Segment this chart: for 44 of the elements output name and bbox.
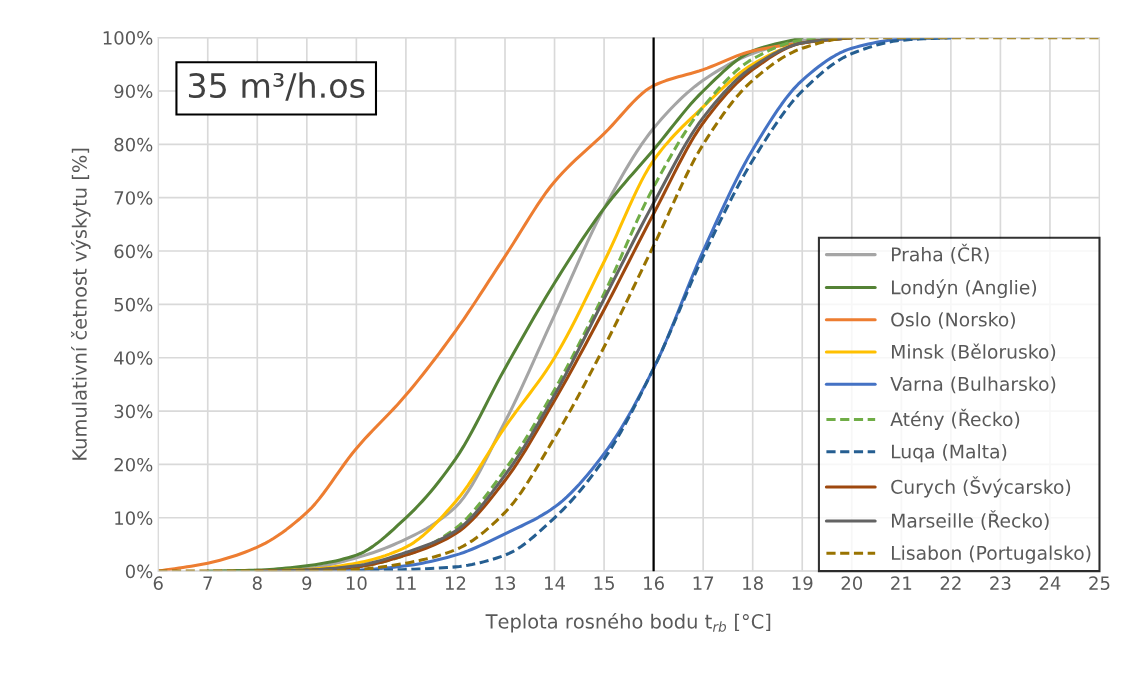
y-tick-label: 70% [114, 191, 153, 205]
x-tick-label: 15 [594, 576, 614, 590]
y-tick-label: 50% [114, 297, 153, 312]
x-axis-title: Teplota rosného bodu t$_{rb}$ [°C] [485, 612, 771, 633]
y-tick-label: 60% [114, 244, 153, 259]
x-tick-label: 8 [252, 576, 262, 590]
x-tick-label: 12 [445, 576, 466, 590]
x-tick-label: 14 [545, 576, 566, 590]
legend-label: Minsk (Bělorusko) [892, 343, 1056, 362]
y-tick-label: 0% [125, 564, 153, 579]
x-tick-label: 16 [644, 576, 664, 590]
legend-label: Varna (Bulharsko) [890, 376, 1056, 394]
y-tick-label: 40% [114, 351, 153, 365]
x-tick-label: 22 [940, 576, 961, 590]
y-tick-label: 20% [114, 457, 153, 472]
x-tick-label: 10 [346, 576, 367, 590]
x-tick-label: 6 [153, 576, 163, 590]
x-tick-label: 13 [495, 576, 516, 590]
x-tick-label: 17 [693, 576, 714, 590]
x-tick-label: 24 [1039, 576, 1061, 590]
x-tick-label: 7 [203, 576, 212, 590]
legend-label: Curych (Švýcarsko) [891, 476, 1071, 498]
legend-label: Londýn (Anglie) [892, 279, 1037, 299]
x-tick-label: 21 [891, 576, 912, 590]
legend-label: Lisabon (Portugalsko) [892, 545, 1091, 564]
x-tick-label: 18 [743, 576, 763, 590]
y-tick-label: 30% [114, 404, 153, 419]
legend-label: Marseille (Řecko) [892, 510, 1049, 530]
legend-label: Luqa (Malta) [892, 444, 1007, 463]
x-tick-label: 11 [396, 576, 416, 590]
annotation: 35 m³/h.os [188, 72, 365, 101]
legend-label: Oslo (Norsko) [891, 312, 1015, 329]
x-tick-label: 19 [792, 576, 813, 590]
y-tick-label: 10% [115, 511, 153, 525]
x-tick-label: 25 [1089, 576, 1110, 590]
x-tick-label: 20 [841, 576, 863, 590]
y-tick-label: 80% [114, 137, 153, 152]
legend-label: Praha (ČR) [892, 243, 989, 264]
y-axis-title: Kumulativní četnost výskytu [%] [71, 148, 91, 460]
x-tick-label: 23 [990, 576, 1011, 590]
y-tick-label: 100% [103, 31, 153, 45]
x-tick-label: 9 [302, 576, 312, 590]
legend-label: Atény (Řecko) [890, 408, 1020, 430]
y-tick-label: 90% [114, 84, 153, 99]
